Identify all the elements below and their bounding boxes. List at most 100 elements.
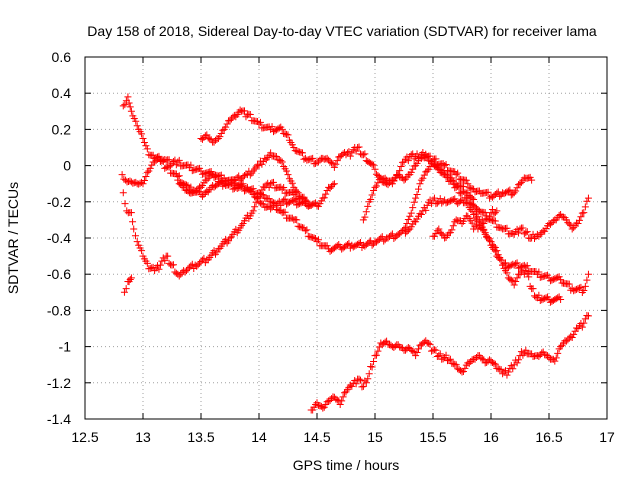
x-tick-label: 14.5 [303,429,330,445]
data-point [236,176,244,184]
data-point [493,207,501,215]
data-point [583,276,591,284]
data-point [332,160,340,168]
data-point [557,276,565,284]
data-point [487,238,495,246]
data-point [535,268,543,276]
data-point [570,287,578,295]
data-point [549,217,557,225]
data-point [249,207,257,215]
data-point [155,265,163,273]
data-point [357,376,364,384]
data-point [164,252,172,260]
data-point [506,262,514,270]
y-tick-labels: -1.4 -1.2 -1 -0.8 -0.6 -0.4 -0.2 0 0.2 0.4 0.6 [47,49,71,427]
data-point [512,187,520,195]
data-point [531,234,538,242]
data-point [538,296,546,304]
data-point [265,195,273,203]
data-point [531,292,538,300]
data-point [513,259,521,267]
data-point [235,184,243,192]
data-point [165,163,173,171]
data-point [503,269,511,277]
data-point [549,275,557,283]
data-point [133,122,141,130]
data-point [367,196,375,204]
data-point [265,183,273,191]
data-point [293,201,301,209]
data-point [206,135,214,143]
data-point [177,270,185,278]
data-point [535,232,543,240]
data-point [548,297,556,305]
data-point [467,200,475,208]
data-point [346,152,354,160]
data-point [535,353,543,361]
data-point [512,260,520,268]
data-point [503,224,511,232]
data-point [503,371,511,379]
data-point [436,195,444,203]
data-point [281,195,289,203]
data-point [444,198,451,206]
series-track-6 [174,149,309,204]
data-point [396,167,404,175]
data-point [254,161,262,169]
data-point [441,162,449,170]
data-point [278,158,286,166]
x-tick-label: 13.5 [187,429,214,445]
data-point [512,277,520,285]
data-point [333,157,341,165]
data-point [222,235,230,243]
data-point [504,187,512,195]
data-point [577,283,585,291]
data-point [423,201,431,209]
data-point [484,188,492,196]
data-point [536,230,544,238]
data-point [197,258,205,266]
data-point [359,382,367,390]
data-point [226,234,234,242]
data-point [507,276,515,284]
data-point [493,247,501,255]
data-point [283,200,291,208]
data-point [203,131,211,139]
data-point [446,197,454,205]
data-point [429,160,437,168]
data-point [365,370,373,378]
data-point [236,183,244,191]
x-tick-label: 14 [251,429,267,445]
data-point [491,360,499,368]
data-point [575,284,583,292]
data-point [259,191,267,199]
data-point [554,294,562,302]
x-tick-label: 15 [367,429,383,445]
data-point [330,180,338,188]
data-point [415,345,422,353]
data-point [336,401,344,409]
data-point [504,263,512,271]
data-point [549,355,557,363]
data-point [219,126,227,134]
data-point [267,149,275,157]
data-point [299,149,306,157]
data-point [471,355,479,363]
data-point [448,226,456,234]
data-point [185,263,193,271]
data-point [210,247,218,255]
data-point [290,144,298,151]
data-point [193,262,201,270]
data-point [470,196,478,204]
data-point [346,244,354,252]
data-point [452,183,460,191]
x-tick-label: 15.5 [419,429,446,445]
data-point [451,195,459,203]
data-point [288,196,296,204]
data-point [551,275,559,283]
data-point [446,355,454,363]
data-point [580,209,588,217]
data-point [326,396,334,404]
data-point [126,275,134,283]
data-point [499,261,507,269]
